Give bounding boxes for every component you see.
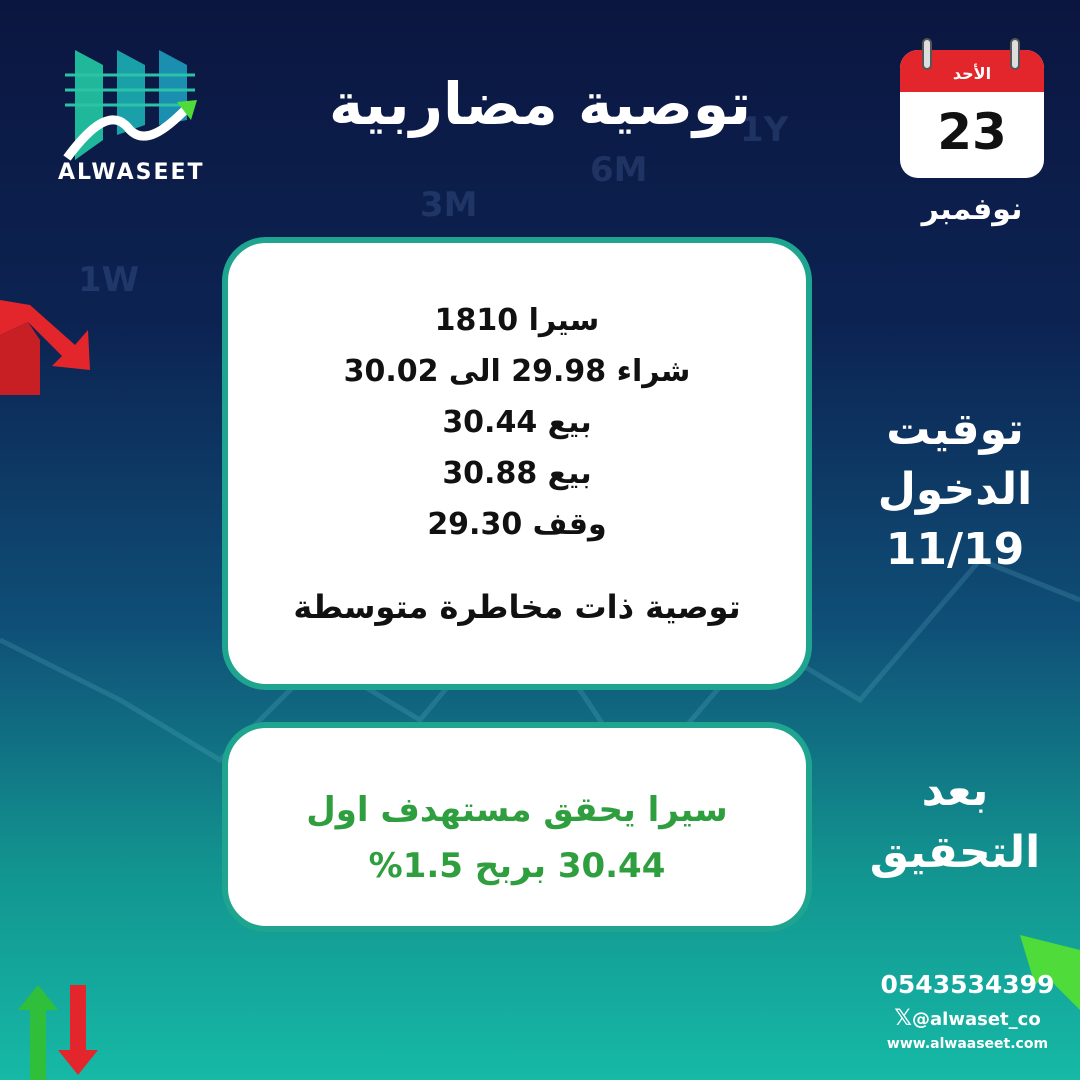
calendar-ring <box>1010 38 1020 70</box>
brand-name: ALWASEET <box>58 160 205 185</box>
bg-label: 6M <box>590 150 648 190</box>
recommendation-line: شراء 29.98 الى 30.02 <box>343 354 691 389</box>
page-title: توصية مضاربية <box>328 70 752 138</box>
website-link[interactable]: www.alwaaseet.com <box>886 1036 1049 1052</box>
social-handle[interactable]: 𝕏@alwaset_co <box>870 1006 1065 1031</box>
x-logo-icon: 𝕏 <box>894 1006 913 1031</box>
result-line: سيرا يحقق مستهدف اول <box>306 790 728 830</box>
red-down-arrow-icon <box>0 300 90 395</box>
recommendation-line: بيع 30.88 <box>442 456 592 491</box>
calendar-icon: الأحد 23 <box>900 50 1044 178</box>
result-label: بعد <box>921 765 989 816</box>
calendar-ring <box>922 38 932 70</box>
result-line: 30.44 بربح 1.5% <box>368 846 666 886</box>
handle-text: @alwaset_co <box>912 1009 1041 1030</box>
entry-date: 11/19 <box>885 524 1025 575</box>
result-card: سيرا يحقق مستهدف اول 30.44 بربح 1.5% <box>222 722 812 932</box>
result-label: التحقيق <box>869 827 1041 878</box>
recommendation-line: سيرا 1810 <box>434 303 600 338</box>
alwaseet-logo <box>63 50 197 161</box>
entry-timing: توقيت الدخول 11/19 <box>850 400 1060 580</box>
after-verification: بعد التحقيق <box>850 760 1060 884</box>
bg-label: 1Y <box>740 110 789 150</box>
risk-level: توصية ذات مخاطرة متوسطة <box>293 588 741 626</box>
calendar-day: 23 <box>937 103 1007 161</box>
recommendation-card: سيرا 1810 شراء 29.98 الى 30.02 بيع 30.44… <box>222 237 812 690</box>
calendar-month: نوفمبر <box>921 192 1023 227</box>
up-down-arrows-icon <box>18 985 98 1080</box>
green-arrow-icon <box>1020 935 1080 1010</box>
recommendation-line: وقف 29.30 <box>427 507 607 542</box>
phone-number: 0543534399 <box>880 970 1055 999</box>
recommendation-line: بيع 30.44 <box>442 405 592 440</box>
bg-label: 3M <box>420 185 478 225</box>
entry-label: توقيت <box>886 404 1024 455</box>
bg-label: 1W <box>78 260 140 300</box>
entry-label: الدخول <box>877 464 1033 515</box>
